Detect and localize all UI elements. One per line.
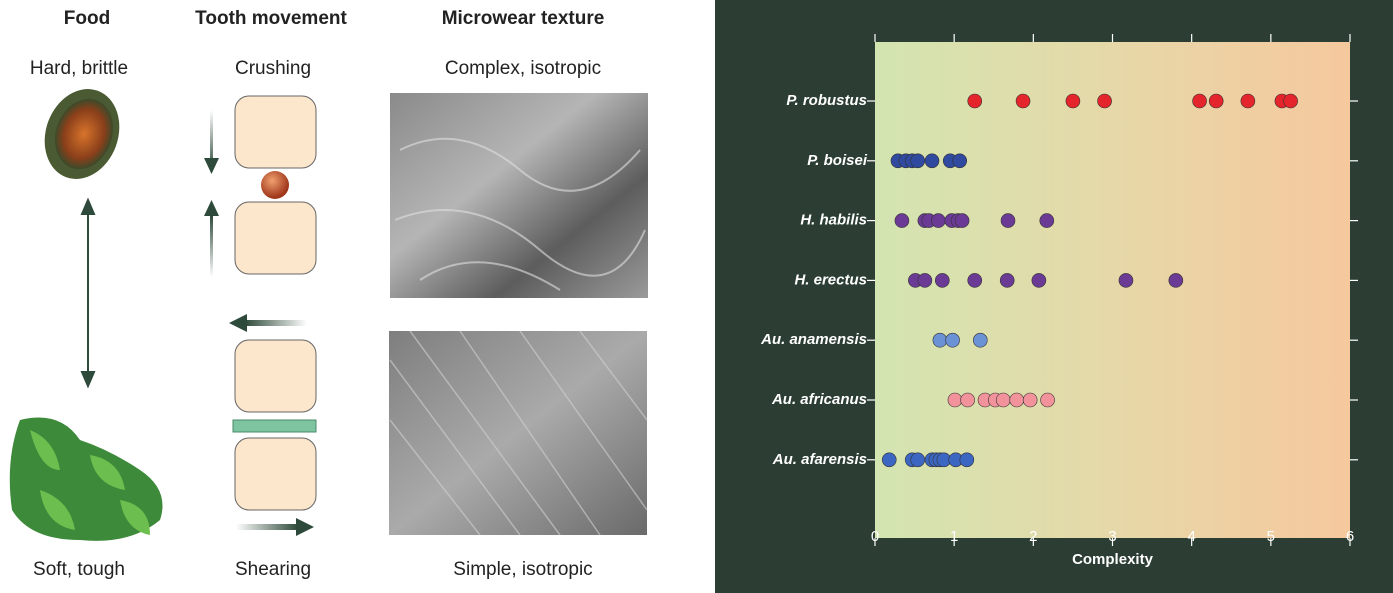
point — [1118, 273, 1134, 288]
point — [967, 93, 983, 109]
x-tick-label: 2 — [1029, 528, 1037, 545]
point — [894, 213, 910, 228]
point — [1031, 273, 1047, 288]
arrow — [80, 197, 96, 389]
point — [972, 332, 988, 348]
y-tick-label: H. erectus — [794, 271, 867, 288]
x-axis-label: Complexity — [1072, 551, 1154, 568]
chart: 0 1 2 3 4 5 6 Complexity P. robustus P. boisei H. … — [760, 34, 1358, 568]
label: Hard, brittle — [30, 58, 128, 79]
point — [999, 273, 1015, 288]
arrow — [210, 215, 213, 277]
header: Tooth movement — [195, 8, 347, 29]
x-tick-label: 3 — [1108, 528, 1116, 545]
point — [947, 392, 963, 408]
point — [1039, 213, 1055, 228]
point — [934, 273, 950, 288]
point — [945, 332, 960, 348]
point — [1000, 213, 1016, 228]
point — [910, 452, 926, 468]
point — [1097, 93, 1112, 109]
point — [1240, 93, 1256, 109]
point — [1168, 273, 1184, 288]
nut — [54, 98, 114, 170]
point — [931, 213, 946, 228]
point — [1283, 93, 1298, 109]
x-tick-label: 6 — [1346, 528, 1354, 545]
point — [959, 452, 975, 468]
arrowhead — [204, 200, 219, 216]
point — [967, 273, 983, 288]
arrow — [245, 320, 307, 326]
panel-a: Food Tooth movement Microwear texture Ha… — [9, 8, 648, 580]
x-tick-label: 4 — [1187, 528, 1195, 545]
label: Shearing — [235, 559, 311, 580]
point — [924, 153, 940, 169]
point — [995, 392, 1011, 408]
point — [1015, 93, 1031, 109]
food-layer — [232, 419, 317, 433]
texture — [394, 137, 646, 291]
y-tick-label: Au. afarensis — [772, 451, 867, 468]
point — [1065, 93, 1081, 109]
y-tick-label: H. habilis — [800, 212, 867, 229]
arrow — [236, 524, 298, 530]
x-tick-label: 5 — [1267, 528, 1275, 545]
point — [954, 213, 970, 228]
point — [932, 332, 948, 348]
y-tick-label: Au. anamensis — [760, 331, 867, 348]
y-tick-label: P. robustus — [786, 92, 867, 109]
arrowhead — [296, 518, 314, 536]
tooth — [234, 339, 317, 413]
header: Microwear texture — [442, 8, 605, 29]
y-tick-label: P. boisei — [807, 152, 868, 169]
micrograph — [389, 331, 647, 535]
point — [910, 153, 926, 169]
point — [1192, 93, 1207, 109]
label: Simple, isotropic — [453, 559, 592, 580]
point — [960, 392, 975, 408]
food-particle — [261, 171, 289, 199]
point — [1022, 392, 1038, 408]
x-tick-label: 0 — [871, 528, 879, 545]
point — [917, 273, 933, 288]
arrowhead — [204, 158, 219, 174]
point — [881, 452, 897, 468]
header: Food — [64, 8, 110, 29]
point — [1009, 392, 1025, 408]
texture — [389, 330, 648, 536]
micrograph — [390, 93, 648, 298]
label: Crushing — [235, 58, 311, 79]
arrow — [210, 110, 213, 170]
tooth — [234, 95, 317, 169]
label: Soft, tough — [33, 559, 125, 580]
y-tick-label: Au. africanus — [771, 391, 867, 408]
tooth — [234, 437, 317, 511]
label: Complex, isotropic — [445, 58, 601, 79]
point — [952, 153, 968, 169]
x-tick-label: 1 — [950, 528, 958, 545]
leaves — [9, 417, 163, 541]
point — [1040, 392, 1055, 408]
tooth — [234, 201, 317, 275]
point — [1208, 93, 1224, 109]
arrowhead — [229, 314, 247, 332]
